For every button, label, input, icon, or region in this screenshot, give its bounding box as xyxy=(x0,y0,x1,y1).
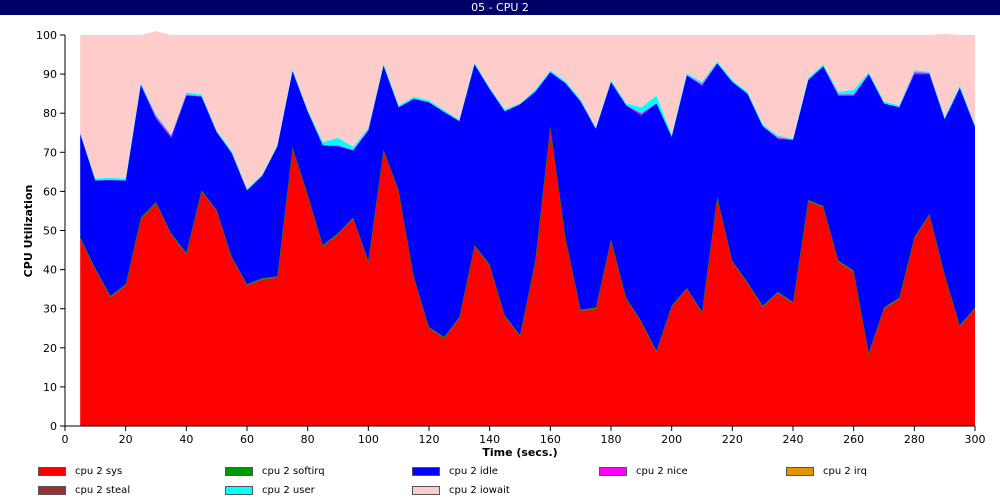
x-tick-label: 220 xyxy=(722,433,743,446)
legend-label: cpu 2 iowait xyxy=(449,485,510,496)
area-cpu-2-iowait xyxy=(80,31,975,190)
x-tick-label: 140 xyxy=(479,433,500,446)
x-tick-label: 80 xyxy=(301,433,315,446)
legend-swatch xyxy=(412,467,440,476)
chart-title: 05 - CPU 2 xyxy=(0,0,1000,15)
area-cpu-2-sys xyxy=(80,126,975,427)
y-tick-label: 60 xyxy=(43,185,57,198)
x-tick-label: 300 xyxy=(965,433,986,446)
y-tick-label: 90 xyxy=(43,68,57,81)
legend-swatch xyxy=(412,486,440,495)
legend-swatch xyxy=(38,486,66,495)
legend-swatch xyxy=(599,467,627,476)
legend-swatch xyxy=(786,467,814,476)
x-tick-label: 60 xyxy=(240,433,254,446)
cpu-utilization-chart: 0 10 20 30 40 50 60 70 80 90 100 0 20 40 60 80 100 120 140… xyxy=(22,29,986,459)
x-tick-label: 240 xyxy=(783,433,804,446)
y-tick-label: 30 xyxy=(43,303,57,316)
y-tick-label: 20 xyxy=(43,342,57,355)
stacked-areas xyxy=(79,31,976,427)
legend-label: cpu 2 idle xyxy=(449,466,498,477)
legend-swatch xyxy=(225,467,253,476)
legend-label: cpu 2 steal xyxy=(75,485,131,496)
x-tick-label: 260 xyxy=(843,433,864,446)
x-tick-label: 20 xyxy=(119,433,133,446)
y-tick-label: 50 xyxy=(43,225,57,238)
x-tick-label: 40 xyxy=(179,433,193,446)
axes: 0 10 20 30 40 50 60 70 80 90 100 0 20 40 60 80 100 120 140… xyxy=(36,29,986,446)
y-axis-label: CPU Utilization xyxy=(22,185,35,278)
legend: cpu 2 sys cpu 2 softirq cpu 2 idle cpu 2 ni… xyxy=(38,467,998,501)
area-cpu-2-idle xyxy=(80,63,975,353)
y-tick-label: 70 xyxy=(43,146,57,159)
y-tick-label: 100 xyxy=(36,29,57,42)
y-tick-label: 0 xyxy=(50,420,57,433)
x-tick-label: 0 xyxy=(62,433,69,446)
y-tick-label: 80 xyxy=(43,107,57,120)
x-tick-label: 280 xyxy=(904,433,925,446)
x-tick-label: 200 xyxy=(661,433,682,446)
x-tick-label: 100 xyxy=(358,433,379,446)
x-tick-label: 180 xyxy=(601,433,622,446)
legend-label: cpu 2 sys xyxy=(75,466,123,477)
legend-swatch xyxy=(225,486,253,495)
legend-label: cpu 2 irq xyxy=(823,466,867,477)
legend-swatch xyxy=(38,467,66,476)
legend-label: cpu 2 user xyxy=(262,485,315,496)
legend-label: cpu 2 nice xyxy=(636,466,688,477)
y-tick-label: 40 xyxy=(43,264,57,277)
legend-label: cpu 2 softirq xyxy=(262,466,325,477)
y-tick-label: 10 xyxy=(43,381,57,394)
x-axis-label: Time (secs.) xyxy=(482,446,557,459)
x-tick-label: 120 xyxy=(419,433,440,446)
x-tick-label: 160 xyxy=(540,433,561,446)
